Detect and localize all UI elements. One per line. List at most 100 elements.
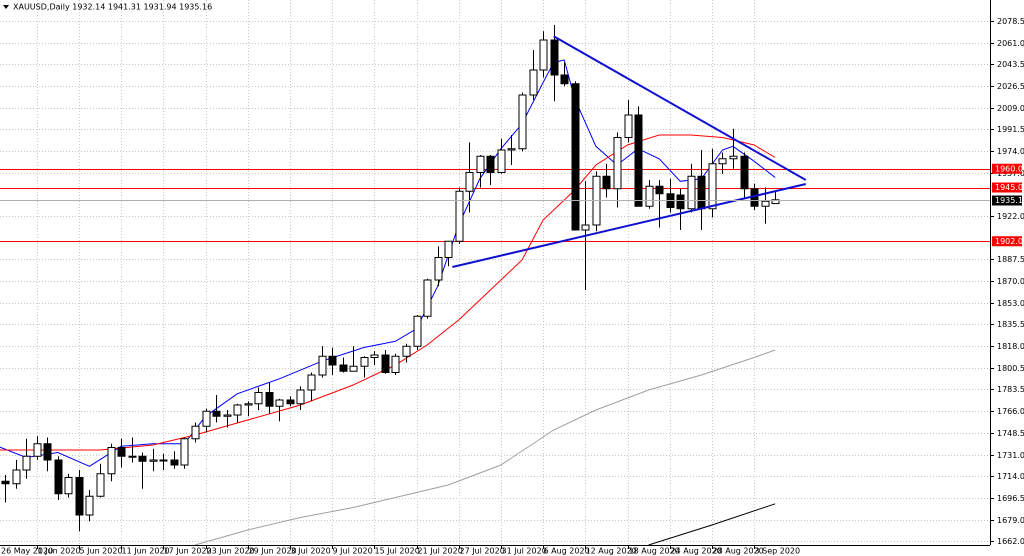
y-tick-label: 1991.50 (997, 125, 1024, 134)
x-tick-label: 17 Jun 2020 (164, 547, 212, 556)
chart-title: XAUUSD,Daily 1932.14 1941.31 1931.94 193… (13, 3, 212, 12)
x-tick-label: 23 Jun 2020 (207, 547, 255, 556)
candle-body (328, 355, 337, 366)
candle-body (729, 155, 738, 160)
candle-body (307, 374, 316, 391)
x-tick-label: 5 Jun 2020 (80, 547, 123, 556)
candle-body (486, 155, 495, 173)
candle-body (254, 392, 263, 405)
candle-body (423, 279, 432, 317)
candle-body (624, 114, 633, 138)
y-tick-label: 2061.00 (997, 39, 1024, 48)
candle-body (107, 447, 116, 475)
candle-body (223, 414, 232, 417)
y-tick-label: 1853.00 (997, 299, 1024, 308)
candle-body (708, 163, 717, 210)
candle-body (391, 355, 400, 373)
moving-average (648, 503, 776, 545)
candle-body (233, 404, 242, 416)
moving-average (0, 134, 776, 451)
candle-body (497, 149, 506, 173)
candle-body (180, 438, 189, 466)
candle-body (202, 410, 211, 427)
level-price-box (992, 163, 1022, 174)
y-tick-label: 1748.50 (997, 429, 1024, 438)
candle-body (85, 495, 94, 516)
candle-body (286, 399, 295, 405)
plot-area (0, 25, 990, 545)
candle-body (265, 392, 274, 407)
candle-body (339, 364, 348, 372)
x-tick-label: 21 Jul 2020 (418, 547, 463, 556)
candle-body (128, 455, 137, 458)
level-price-label: 1960.00 (995, 164, 1024, 173)
candle-body (381, 354, 390, 373)
x-tick-label: 11 Jun 2020 (122, 547, 170, 556)
y-tick-label: 1870.00 (997, 277, 1024, 286)
candle-body (507, 148, 516, 151)
candle-body (43, 443, 52, 461)
last-price-label: 1935.16 (995, 196, 1024, 205)
y-tick-label: 2009.00 (997, 104, 1024, 113)
candle-body (22, 455, 31, 471)
candle-body (465, 172, 474, 192)
candle-body (771, 199, 780, 205)
candle-body (560, 74, 569, 85)
grid (0, 0, 990, 545)
candle-body (602, 175, 611, 190)
x-tick-label: 3 Sep 2020 (755, 547, 801, 556)
candle-body (402, 345, 411, 357)
y-tick-label: 1679.00 (997, 516, 1024, 525)
candle-body (434, 257, 443, 281)
candle-body (159, 459, 168, 462)
x-tick-label: 6 Aug 2020 (544, 547, 590, 556)
candle-body (645, 185, 654, 207)
x-tick-label: 18 Aug 2020 (629, 547, 680, 556)
candle-body (476, 155, 485, 173)
candle-body (12, 469, 21, 485)
candle-body (138, 455, 147, 462)
candle-body (740, 155, 749, 190)
candle-body (349, 365, 358, 372)
moving-average (194, 349, 776, 545)
candle-body (117, 447, 126, 457)
candle-body (75, 477, 84, 516)
x-tick-label: 3 Jul 2020 (291, 547, 331, 556)
candle-body (170, 459, 179, 466)
candle-body (518, 94, 527, 150)
last-price-box (992, 195, 1022, 206)
candle-body (529, 69, 538, 96)
moving-average (0, 59, 776, 467)
candle-body (676, 194, 685, 210)
candle-body (360, 357, 369, 367)
candle-body (718, 158, 727, 165)
y-tick-label: 1800.50 (997, 364, 1024, 373)
y-tick-label: 2026.50 (997, 82, 1024, 91)
level-price-box (992, 236, 1022, 247)
trend-line (553, 35, 807, 181)
y-tick-label: 1887.50 (997, 255, 1024, 264)
y-tick-label: 1714.00 (997, 472, 1024, 481)
x-tick-label: 1 Jun 2020 (38, 547, 81, 556)
y-tick-label: 1922.00 (997, 212, 1024, 221)
candle-body (444, 240, 453, 258)
candle-body (318, 355, 327, 376)
level-price-box (992, 182, 1022, 193)
candle-body (539, 39, 548, 71)
x-tick-label: 31 Jul 2020 (502, 547, 547, 556)
candle-body (613, 137, 622, 190)
candle-body (370, 354, 379, 358)
level-price-label: 1902.00 (995, 237, 1024, 246)
candle-body (33, 443, 42, 457)
menu-triangle[interactable] (3, 5, 9, 9)
candle-body (687, 175, 696, 210)
y-tick-label: 1662.00 (997, 537, 1024, 546)
x-tick-label: 26 May 2020 (1, 547, 53, 556)
y-tick-label: 1818.00 (997, 342, 1024, 351)
candle-body (64, 477, 73, 495)
y-tick-label: 1696.50 (997, 494, 1024, 503)
x-tick-label: 9 Jul 2020 (333, 547, 373, 556)
